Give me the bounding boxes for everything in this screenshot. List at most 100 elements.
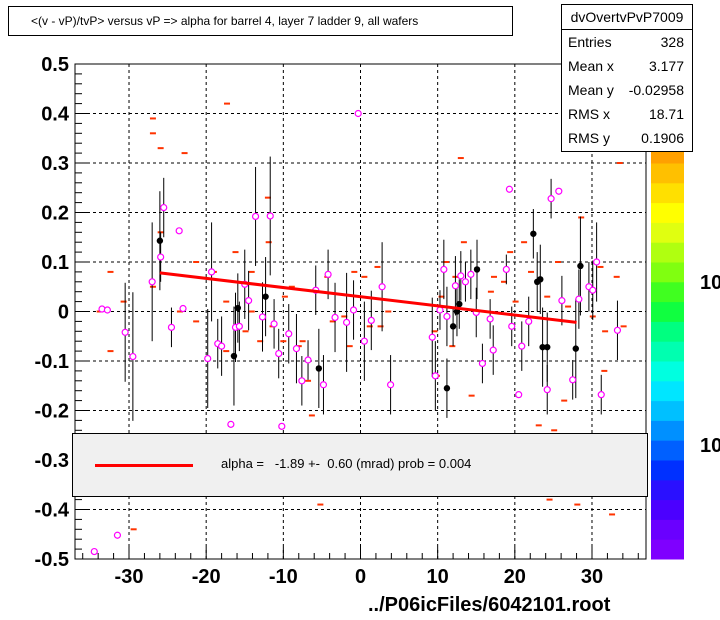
histogram-bin [281, 295, 288, 298]
y-tick-label: -0.4 [35, 500, 70, 522]
profile-point [349, 306, 358, 314]
x-tick-label: 10 [427, 566, 449, 588]
histogram-bin [609, 513, 616, 516]
profile-point [543, 386, 551, 394]
y-tick-label: -0.2 [35, 401, 69, 423]
profile-point [440, 265, 448, 274]
histogram-bin [602, 330, 609, 333]
x-tick-label: -30 [115, 566, 144, 588]
black-point [544, 343, 551, 351]
stats-row-mean-y: Mean y -0.02958 [562, 78, 692, 102]
profile-point [569, 376, 577, 384]
histogram-bin [468, 394, 475, 397]
stats-label: Entries [568, 34, 612, 50]
profile-point [467, 270, 475, 278]
histogram-bin [620, 325, 627, 328]
histogram-bin [351, 270, 358, 273]
stats-row-rms-x: RMS x 18.71 [562, 102, 692, 126]
profile-point [613, 326, 622, 334]
histogram-bin [374, 265, 381, 268]
profile-point [207, 268, 216, 276]
black-point [262, 293, 269, 300]
stats-label: RMS x [568, 106, 610, 122]
profile-point [457, 272, 465, 280]
palette-cell [651, 400, 684, 421]
profile-point [304, 356, 312, 364]
black-point [453, 308, 461, 315]
palette-cell [651, 182, 684, 204]
stats-value: 328 [660, 34, 684, 50]
histogram-bin [265, 241, 272, 244]
histogram-bin [224, 102, 231, 105]
black-point [577, 262, 584, 270]
histogram-bin [535, 424, 542, 427]
x-tick-label: 20 [504, 566, 526, 588]
profile-point [251, 212, 260, 221]
profile-point [160, 203, 168, 212]
stats-label: RMS y [568, 130, 610, 146]
profile-point [354, 109, 362, 118]
histogram-bin [438, 295, 445, 298]
profile-point [285, 330, 293, 338]
profile-point [593, 258, 601, 266]
fit-legend-swatch [95, 464, 193, 467]
profile-point [157, 253, 165, 261]
histogram-bin [107, 350, 114, 353]
histogram-bin [578, 216, 585, 219]
palette-cell [651, 539, 684, 560]
stats-box: dvOvertvPvP7009 Entries 328 Mean x 3.177… [561, 4, 693, 152]
profile-point [227, 420, 235, 428]
stats-value: 0.1906 [641, 130, 684, 146]
histogram-bin [317, 503, 324, 506]
histogram-bin [512, 300, 519, 303]
profile-point [343, 318, 351, 326]
color-palette [651, 64, 684, 560]
profile-point [428, 333, 436, 341]
profile-point [292, 345, 301, 353]
histogram-bin [346, 345, 353, 348]
histogram-bin [443, 261, 450, 263]
histogram-bin [460, 241, 467, 244]
profile-point [324, 270, 332, 278]
histogram-bin [521, 241, 528, 244]
histogram-bin [193, 261, 200, 263]
palette-cell [651, 380, 684, 402]
palette-cell [651, 281, 684, 303]
black-point [234, 304, 242, 312]
palette-cell [651, 262, 684, 283]
histogram-bin [490, 275, 497, 278]
profile-point [179, 304, 187, 313]
histogram-bin [305, 379, 312, 382]
profile-point [555, 187, 563, 195]
histogram-bin [366, 325, 373, 328]
black-point [572, 345, 579, 352]
fit-legend: alpha = -1.89 +- 0.60 (mrad) prob = 0.00… [72, 433, 648, 497]
profile-point [148, 278, 156, 286]
profile-point [525, 317, 533, 325]
profile-point [175, 227, 183, 235]
histogram-bin [616, 162, 623, 164]
profile-point [266, 212, 274, 220]
black-point [539, 343, 546, 351]
x-axis-ticks: -30 -20 -10 0 10 20 30 [82, 547, 639, 588]
histogram-bin [176, 310, 183, 313]
palette-labels: 10 10 [700, 272, 720, 457]
histogram-bin [555, 261, 562, 263]
y-tick-label: 0.4 [41, 104, 70, 126]
histogram-bin [565, 305, 572, 308]
histogram-bin [149, 285, 156, 288]
profile-point [275, 349, 283, 358]
histogram-bins [96, 102, 627, 531]
stats-value: 18.71 [648, 106, 684, 122]
profile-point [218, 342, 226, 350]
histogram-bin [232, 251, 239, 254]
profile-point [386, 381, 395, 389]
black-point [537, 276, 544, 283]
histogram-bin [544, 295, 551, 298]
histogram-bin [377, 325, 384, 328]
palette-cell [651, 202, 684, 223]
palette-cell [651, 163, 684, 184]
profile-point [478, 359, 487, 368]
x-tick-label: -10 [269, 566, 298, 588]
profile-points [90, 109, 622, 556]
